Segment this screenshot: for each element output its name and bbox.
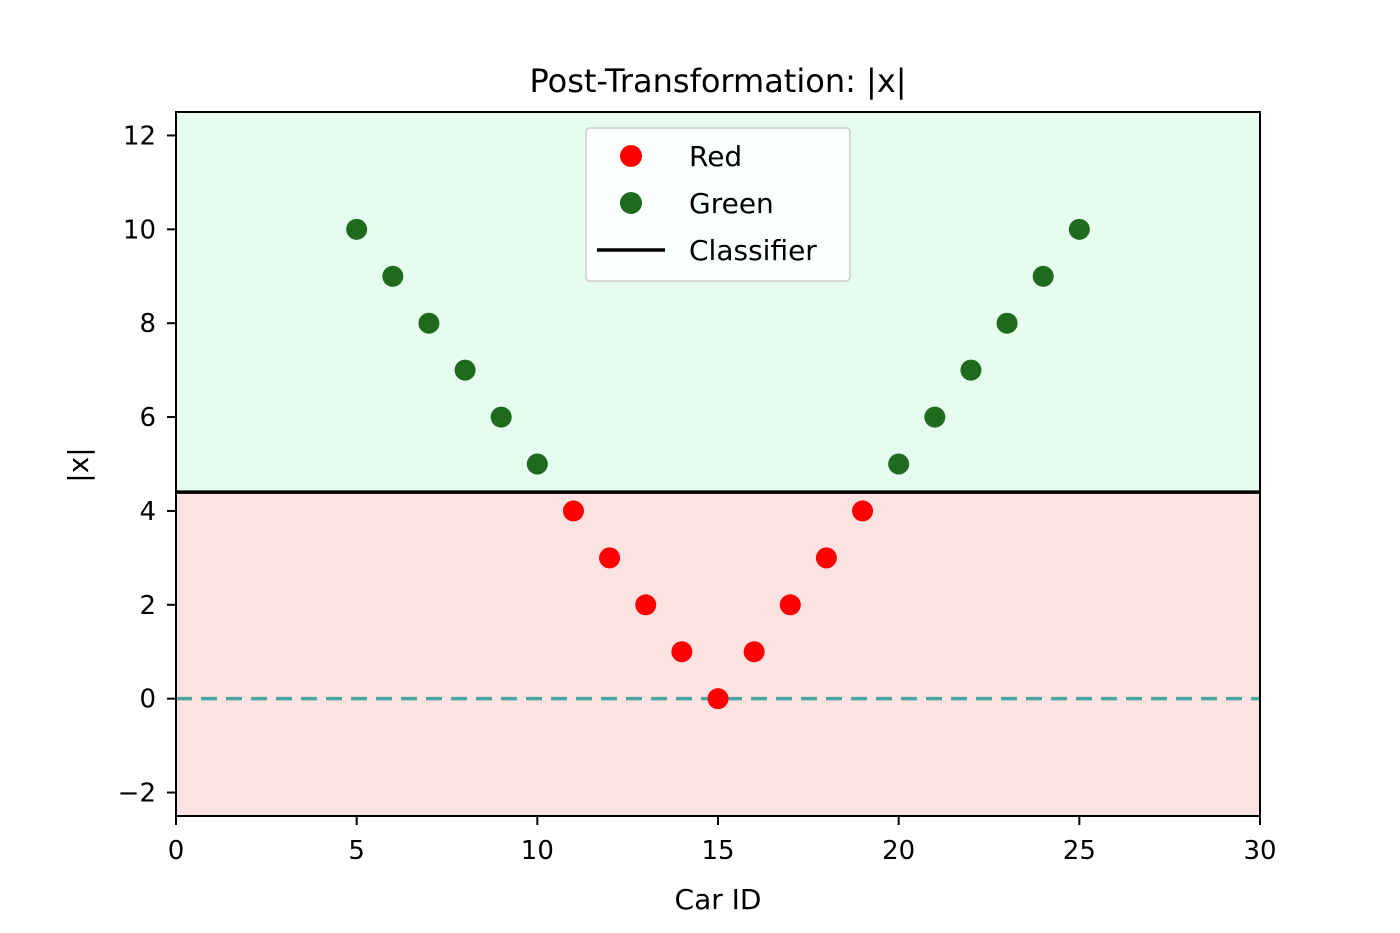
- y-tick-label: 6: [139, 403, 156, 433]
- x-tick-label: 0: [168, 836, 185, 866]
- legend-red-marker: [620, 145, 642, 167]
- y-tick-label: 2: [139, 591, 156, 621]
- green-point: [346, 218, 368, 240]
- green-point: [454, 359, 476, 381]
- data-points: [346, 218, 1090, 710]
- y-tick-label: 12: [123, 121, 156, 151]
- red-point: [743, 641, 765, 663]
- green-point: [960, 359, 982, 381]
- green-point: [996, 312, 1018, 334]
- green-point: [526, 453, 548, 475]
- x-tick-label: 10: [521, 836, 554, 866]
- region-below-threshold: [176, 492, 1260, 816]
- red-point: [707, 688, 729, 710]
- red-point: [671, 641, 693, 663]
- x-tick-label: 30: [1243, 836, 1276, 866]
- red-point: [852, 500, 874, 522]
- y-tick-label: 10: [123, 215, 156, 245]
- x-tick-label: 15: [701, 836, 734, 866]
- red-point: [599, 547, 621, 569]
- green-point: [1032, 265, 1054, 287]
- y-tick-label: 4: [139, 497, 156, 527]
- legend-label-green: Green: [689, 187, 774, 220]
- green-point: [1068, 218, 1090, 240]
- x-tick-label: 5: [348, 836, 365, 866]
- green-point: [382, 265, 404, 287]
- y-axis-label: |x|: [62, 447, 95, 482]
- green-point: [490, 406, 512, 428]
- chart-title: Post-Transformation: |x|: [529, 62, 906, 100]
- x-axis-ticks: 0 5 10 15 20 25 30: [168, 816, 1277, 866]
- green-point: [924, 406, 946, 428]
- legend-box: [585, 127, 851, 282]
- green-point: [888, 453, 910, 475]
- x-tick-label: 25: [1063, 836, 1096, 866]
- red-point: [562, 500, 584, 522]
- legend-label-red: Red: [689, 140, 742, 173]
- red-point: [815, 547, 837, 569]
- red-point: [635, 594, 657, 616]
- y-axis-ticks: −2 0 2 4 6 8 10 12: [118, 121, 176, 809]
- green-point: [418, 312, 440, 334]
- y-tick-label: −2: [118, 779, 156, 809]
- y-tick-label: 0: [139, 685, 156, 715]
- x-axis-label: Car ID: [675, 883, 762, 916]
- x-tick-label: 20: [882, 836, 915, 866]
- legend-green-marker: [620, 192, 642, 214]
- legend-label-classifier: Classifier: [689, 234, 817, 267]
- y-tick-label: 8: [139, 309, 156, 339]
- red-point: [779, 594, 801, 616]
- legend: Red Green Classifier: [585, 127, 851, 282]
